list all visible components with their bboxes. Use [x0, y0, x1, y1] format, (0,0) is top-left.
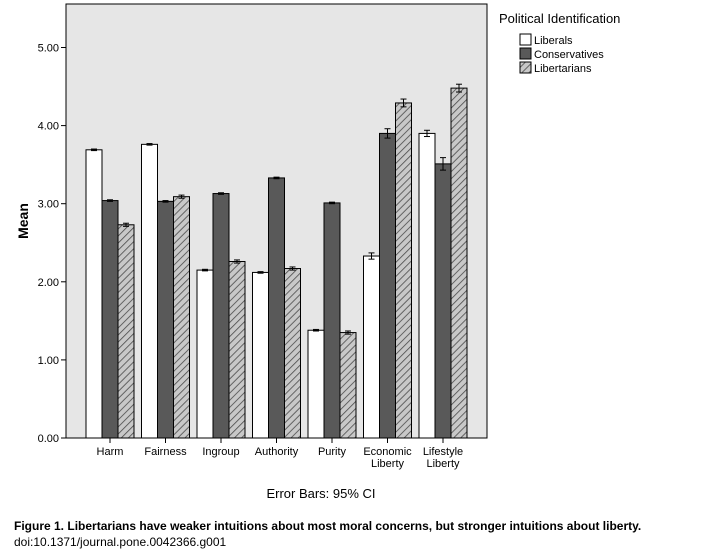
bar-libertarians: [228, 260, 246, 439]
x-tick-label: Purity: [318, 446, 347, 458]
x-axis-note: Error Bars: 95% CI: [266, 486, 375, 501]
y-axis-title: Mean: [15, 203, 31, 239]
bar-libertarians: [395, 102, 412, 439]
y-tick-label: 3.00: [38, 199, 59, 211]
y-tick-label: 5.00: [38, 43, 59, 55]
bar-liberals: [196, 269, 214, 439]
bar-liberals: [252, 271, 269, 439]
y-tick-label: 2.00: [38, 277, 59, 289]
x-tick-label: Fairness: [144, 446, 187, 458]
bar-conservatives: [101, 200, 119, 439]
bar-conservatives: [268, 177, 285, 439]
bar-libertarians: [117, 224, 135, 439]
legend-label-libertarians: Libertarians: [534, 63, 592, 75]
figure-caption: Figure 1. Libertarians have weaker intui…: [14, 518, 714, 534]
legend-label-conservatives: Conservatives: [534, 49, 604, 61]
bar-liberals: [141, 143, 158, 439]
bar-liberals: [307, 329, 325, 439]
legend-swatch-liberals: [519, 33, 532, 46]
bar-conservatives: [157, 200, 174, 439]
y-tick-label: 4.00: [38, 121, 59, 133]
x-tick-label: Lifestyle: [423, 446, 463, 458]
x-tick-label: Harm: [97, 446, 124, 458]
y-tick-label: 1.00: [38, 355, 59, 367]
legend-title: Political Identification: [499, 11, 620, 26]
bar-liberals: [363, 255, 380, 439]
bar-libertarians: [284, 268, 301, 439]
bar-libertarians: [173, 196, 190, 439]
figure-doi: doi:10.1371/journal.pone.0042366.g001: [14, 535, 227, 549]
bar-libertarians: [450, 87, 468, 439]
y-tick-label: 0.00: [38, 433, 59, 445]
legend-label-liberals: Liberals: [534, 35, 573, 47]
x-tick-label: Liberty: [426, 458, 460, 470]
x-tick-label: Liberty: [371, 458, 405, 470]
bar-conservatives: [212, 193, 230, 439]
bar-libertarians: [339, 332, 357, 439]
legend-swatch-libertarians: [519, 61, 532, 74]
x-axis: Harm Fairness Ingroup Authority Purity Econom…: [66, 437, 487, 470]
bar-liberals: [418, 132, 436, 439]
y-axis: 0.00 1.00 2.00 3.00 4.00 5.00: [38, 4, 67, 445]
x-tick-label: Authority: [255, 446, 299, 458]
bars: [85, 87, 468, 439]
x-tick-label: Economic: [363, 446, 412, 458]
bar-conservatives: [434, 163, 452, 439]
figure-caption-text: Libertarians have weaker intuitions abou…: [67, 519, 642, 533]
bar-liberals: [85, 149, 103, 439]
bar-conservatives: [379, 132, 396, 439]
figure-label: Figure 1.: [14, 519, 65, 533]
bar-conservatives: [323, 202, 341, 439]
bar-chart: 0.00 1.00 2.00 3.00 4.00 5.00 Harm Fairness Ing…: [15, 3, 620, 501]
x-tick-label: Ingroup: [202, 446, 239, 458]
legend: Political Identification Liberals Conserv…: [499, 11, 620, 75]
legend-swatch-conservatives: [519, 47, 532, 60]
error-bars: [91, 83, 462, 335]
